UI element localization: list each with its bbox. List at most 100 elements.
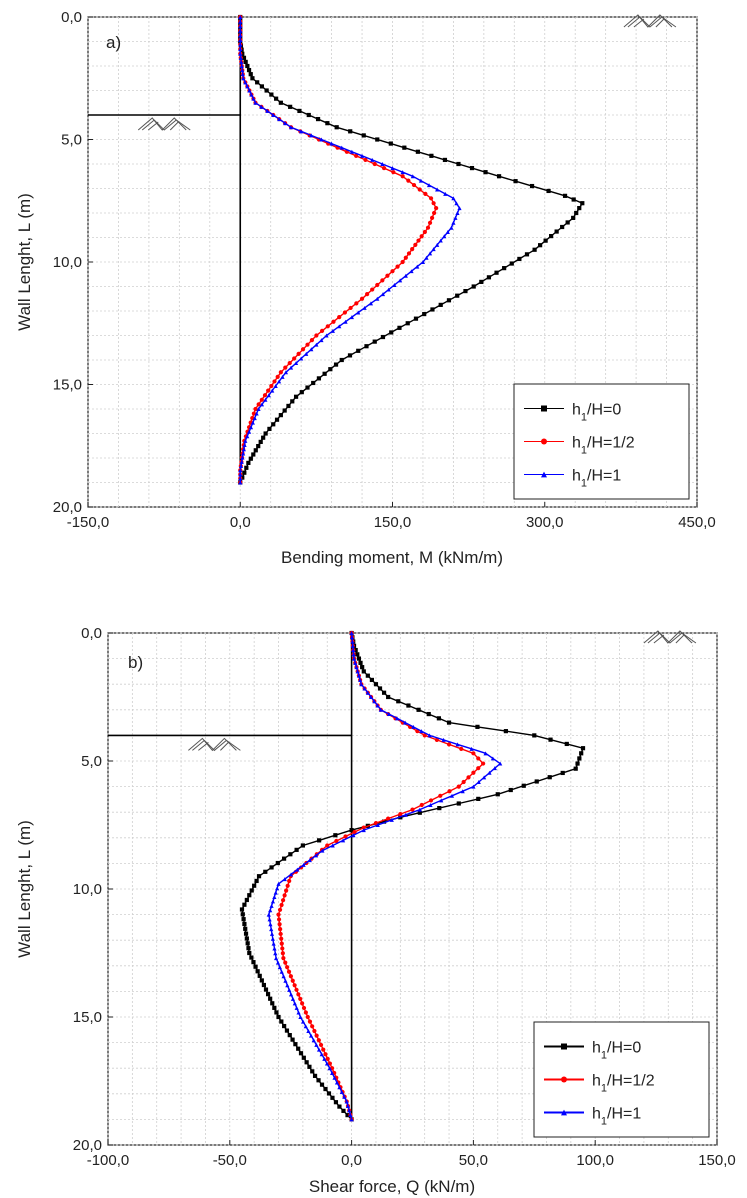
data-point — [348, 1112, 353, 1117]
data-point — [281, 974, 286, 979]
data-point — [362, 686, 367, 691]
data-point — [432, 210, 437, 216]
data-point — [248, 456, 253, 461]
data-point — [502, 266, 507, 271]
data-point — [487, 770, 492, 775]
data-point — [428, 196, 434, 201]
data-point — [442, 234, 447, 239]
data-point — [368, 695, 374, 699]
data-point — [316, 1047, 322, 1052]
data-point — [419, 729, 424, 734]
data-point — [277, 922, 282, 927]
data-point — [247, 88, 252, 93]
data-point — [380, 334, 386, 340]
data-point — [411, 182, 417, 188]
data-point — [283, 960, 288, 965]
data-point — [269, 383, 274, 389]
data-point — [269, 927, 274, 932]
data-point — [290, 978, 295, 983]
data-point — [265, 992, 271, 997]
legend-swatch-marker — [561, 1043, 567, 1050]
data-point — [486, 275, 492, 280]
data-point — [246, 946, 251, 951]
data-point — [312, 1073, 318, 1078]
data-point — [324, 333, 329, 338]
data-point — [340, 838, 346, 843]
data-point — [330, 328, 335, 333]
data-point — [453, 215, 458, 220]
data-point — [275, 960, 281, 965]
data-point — [277, 965, 282, 970]
data-point — [349, 315, 354, 320]
data-point — [406, 178, 411, 183]
data-point — [292, 1001, 297, 1006]
data-point — [476, 756, 481, 761]
data-point — [299, 356, 304, 361]
legend-item: h1/H=1/2 — [544, 1073, 655, 1095]
data-point — [417, 187, 422, 192]
data-point — [443, 191, 448, 196]
data-point — [269, 931, 275, 936]
data-point — [316, 376, 322, 381]
data-point — [274, 96, 279, 101]
data-point — [454, 201, 459, 206]
data-point — [244, 465, 249, 470]
ground-annotation — [108, 630, 697, 1120]
data-point — [314, 333, 319, 338]
data-point — [307, 1064, 312, 1069]
data-point — [517, 256, 522, 262]
data-point — [296, 351, 301, 356]
data-point — [347, 1108, 352, 1113]
data-point — [253, 100, 258, 105]
data-point — [368, 301, 374, 306]
data-point — [355, 652, 360, 657]
x-axis-title: Bending moment, M (kNm/m) — [281, 548, 503, 567]
data-point — [272, 379, 277, 384]
data-point — [281, 856, 287, 861]
data-point — [424, 255, 429, 260]
hatch-symbol — [643, 630, 697, 644]
data-point — [330, 843, 335, 848]
y-tick-label: 10,0 — [73, 881, 102, 898]
data-point — [375, 296, 380, 301]
legend-label: h1/H=1/2 — [572, 435, 635, 457]
data-point — [308, 1033, 314, 1038]
data-point — [349, 1117, 354, 1122]
data-point — [389, 330, 394, 335]
data-point — [442, 157, 448, 163]
data-point — [275, 860, 280, 866]
data-point — [422, 311, 427, 317]
data-point — [324, 1061, 330, 1066]
data-point — [341, 1108, 346, 1113]
data-point — [446, 742, 452, 747]
data-point — [259, 978, 264, 983]
data-point — [267, 426, 272, 432]
data-point — [466, 775, 471, 780]
data-point — [314, 1033, 319, 1038]
data-point — [239, 59, 244, 64]
data-point — [388, 141, 393, 146]
data-point — [303, 1024, 308, 1029]
data-point — [269, 92, 274, 97]
data-point — [288, 872, 294, 877]
data-point — [272, 895, 277, 900]
data-point — [298, 1015, 303, 1019]
data-point — [244, 936, 249, 941]
data-point — [276, 912, 281, 917]
data-point — [293, 394, 299, 399]
data-point — [294, 847, 299, 852]
y-tick-label: 5,0 — [81, 753, 102, 770]
data-point — [279, 1019, 284, 1024]
data-point — [577, 206, 582, 211]
data-point — [238, 480, 243, 485]
data-point — [410, 174, 415, 179]
data-point — [327, 1066, 332, 1071]
data-point — [240, 68, 245, 73]
data-point — [342, 310, 348, 315]
data-point — [426, 711, 431, 717]
data-point — [279, 936, 284, 941]
data-point — [254, 411, 259, 416]
data-point — [251, 960, 256, 965]
data-point — [339, 357, 344, 363]
